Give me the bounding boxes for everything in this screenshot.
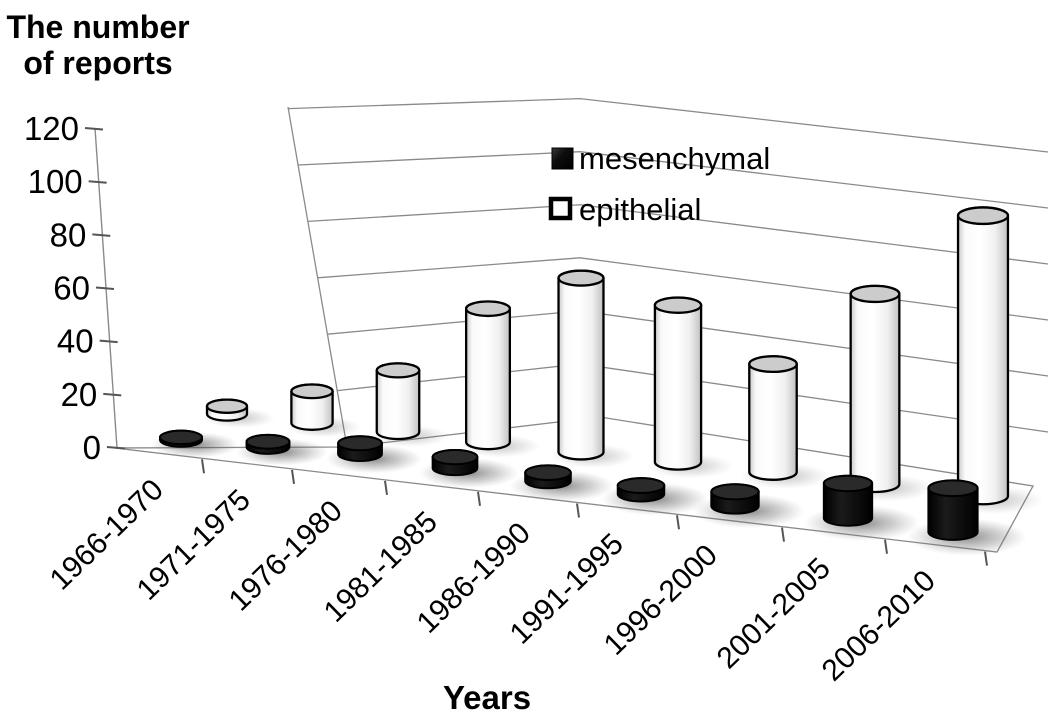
bar-epithelial-1996-2000 (748, 355, 798, 481)
bar-epithelial-2006-2010-top (956, 206, 1010, 226)
x-axis-title: Years (443, 679, 531, 714)
bar-mesenchymal-1966-1970-top (159, 429, 203, 446)
series-mesenchymal (159, 429, 979, 541)
bar-epithelial-1971-1975-top (290, 383, 334, 400)
x-tick-0 (201, 459, 205, 474)
bar-epithelial-2006-2010 (956, 206, 1010, 506)
y-axis: 0 20 40 60 80 100 120 (24, 110, 126, 466)
x-tick-5 (676, 515, 680, 530)
bar-mesenchymal-1986-1990-top (524, 464, 572, 482)
y-tick-120 (84, 127, 104, 131)
y-tick-label-60: 60 (53, 270, 90, 307)
y-tick-label-0: 0 (83, 429, 101, 466)
bar-epithelial-1976-1980 (375, 362, 421, 441)
y-tick-label-100: 100 (28, 163, 83, 200)
y-axis-title-line-2: of reports (23, 45, 172, 81)
y-axis-title-line-1: The number (6, 9, 189, 45)
bar-epithelial-1996-2000-body (748, 355, 798, 481)
y-tick-40 (99, 339, 118, 344)
y-tick-0 (106, 446, 126, 450)
wall-corner-edge (287, 106, 348, 448)
bar-epithelial-2001-2005-body (849, 284, 901, 494)
x-tick-1 (291, 469, 295, 485)
bar-mesenchymal-1991-1995-top (616, 477, 666, 495)
bar-mesenchymal-1971-1975 (245, 433, 291, 455)
bar-mesenchymal-2006-2010-top (927, 479, 979, 498)
bar-mesenchymal-1966-1970 (159, 429, 203, 448)
bar-mesenchymal-1986-1990 (524, 464, 572, 490)
y-tick-label-80: 80 (50, 216, 87, 253)
bar-epithelial-1986-1990 (557, 269, 605, 461)
chart-wall-lines (287, 106, 348, 448)
bar-epithelial-1986-1990-top (557, 269, 605, 287)
bar-mesenchymal-1971-1975-top (245, 433, 291, 450)
x-category-label-2006-2010: 2006-2010 (816, 564, 942, 687)
y-tick-20 (103, 392, 122, 397)
bar-mesenchymal-2001-2005-top (822, 474, 874, 493)
bar-mesenchymal-1996-2000-top (710, 483, 760, 501)
legend-label-epithelial: epithelial (579, 192, 701, 227)
bar-epithelial-1976-1980-top (375, 362, 421, 379)
bar-epithelial-2001-2005-top (849, 284, 901, 304)
bar-mesenchymal-1976-1980-top (337, 435, 383, 452)
y-tick-80 (92, 233, 111, 237)
bar-mesenchymal-1981-1985 (431, 448, 479, 477)
legend-label-mesenchymal: mesenchymal (579, 141, 770, 176)
legend-swatch-epithelial (548, 196, 573, 221)
y-tick-100 (88, 180, 107, 184)
x-tick-2 (384, 480, 388, 495)
bar-mesenchymal-1981-1985-top (431, 448, 479, 466)
bar-epithelial-1986-1990-body (557, 269, 605, 461)
y-axis-title: The number of reports (6, 9, 189, 81)
x-tick-6 (781, 527, 785, 542)
x-tick-7 (884, 539, 888, 554)
bar-mesenchymal-1991-1995 (616, 477, 666, 503)
bar-epithelial-1966-1970-top (205, 398, 249, 414)
bar-epithelial-1991-1995-top (653, 296, 703, 314)
legend: mesenchymal epithelial (548, 141, 770, 227)
series-epithelial (205, 206, 1010, 506)
bar-mesenchymal-1976-1980 (337, 435, 383, 463)
bar-epithelial-1981-1985-body (464, 300, 512, 451)
bar-mesenchymal-2001-2005 (822, 474, 874, 527)
y-tick-label-40: 40 (57, 323, 94, 360)
bar-epithelial-1991-1995 (653, 296, 703, 471)
bar-epithelial-1996-2000-top (748, 355, 798, 374)
gridline-80 (307, 204, 1049, 265)
bar-epithelial-1971-1975 (290, 383, 334, 431)
x-tick-4 (576, 503, 580, 518)
y-tick-label-20: 20 (61, 376, 98, 413)
x-category-label-2001-2005: 2001-2005 (711, 552, 837, 675)
bar-epithelial-1966-1970 (205, 398, 249, 422)
gridline-120 (288, 97, 1049, 153)
x-tick-3 (477, 491, 481, 506)
bar-epithelial-2001-2005 (849, 284, 901, 494)
bar-mesenchymal-1996-2000 (710, 483, 760, 515)
x-tick-8 (984, 551, 988, 566)
y-tick-label-120: 120 (24, 110, 79, 147)
x-axis-ticks (201, 459, 988, 566)
bar-epithelial-1981-1985-top (464, 300, 512, 318)
bar-epithelial-1991-1995-body (653, 296, 703, 471)
y-tick-60 (95, 286, 115, 291)
gridline-100 (297, 151, 1049, 209)
legend-swatch-mesenchymal (551, 147, 574, 170)
bar-mesenchymal-2006-2010 (927, 479, 979, 541)
bar-epithelial-2006-2010-body (956, 206, 1010, 506)
bar-epithelial-1981-1985 (464, 300, 512, 451)
